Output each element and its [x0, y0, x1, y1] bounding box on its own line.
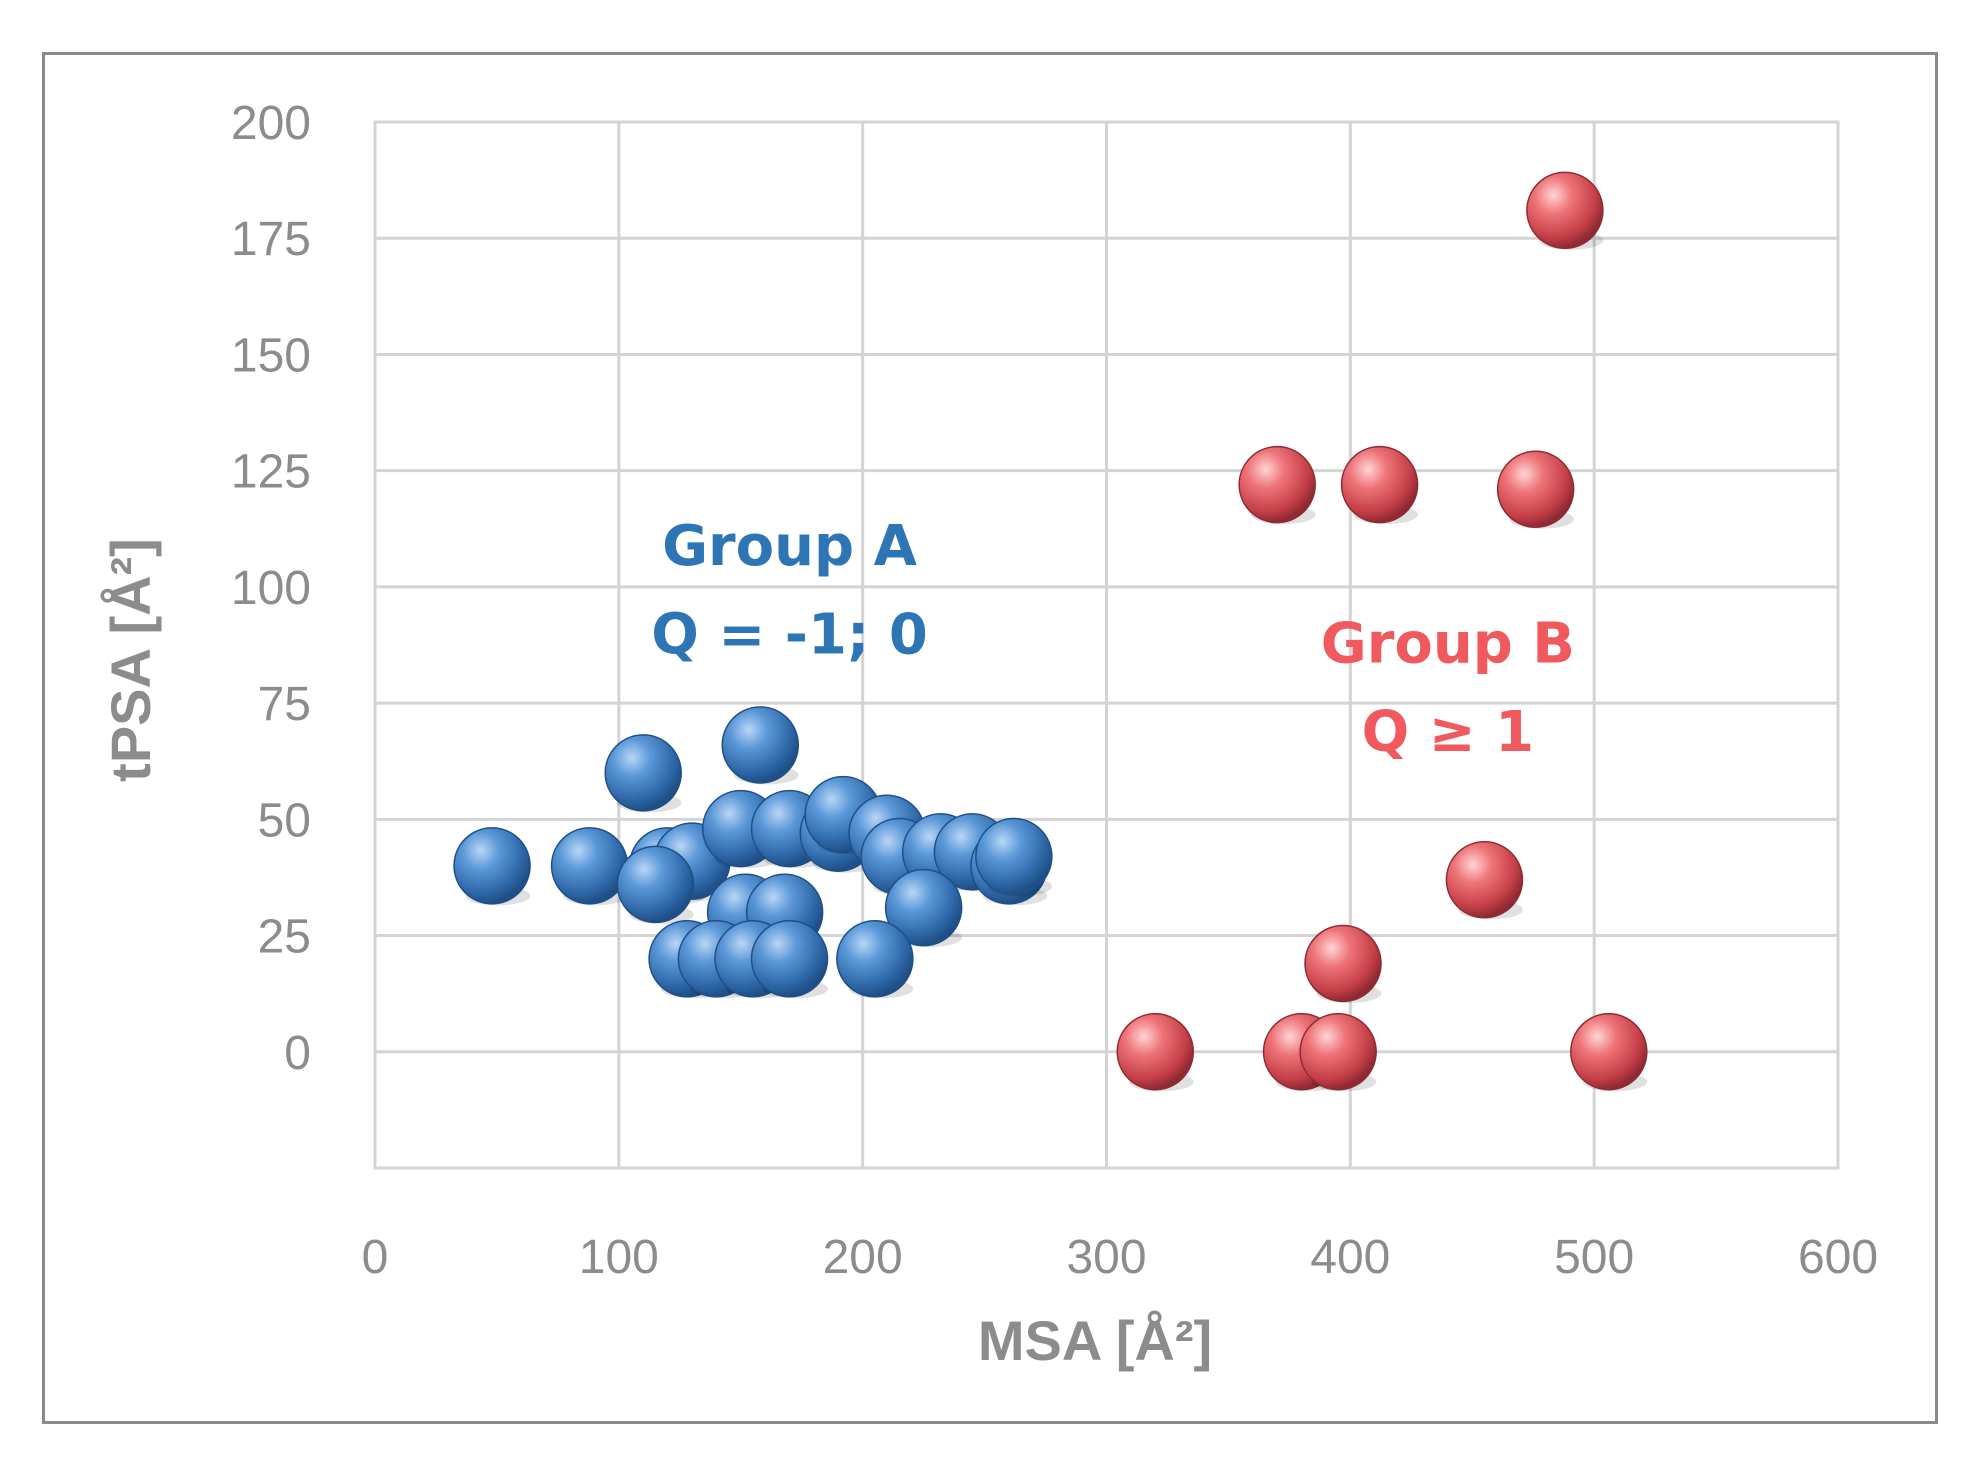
x-tick-label: 300	[1066, 1231, 1146, 1284]
x-tick-label: 600	[1798, 1231, 1878, 1284]
y-tick-label: 0	[284, 1027, 311, 1080]
x-tick-label: 100	[579, 1231, 659, 1284]
x-tick-label: 200	[823, 1231, 903, 1284]
x-tick-label: 400	[1310, 1231, 1390, 1284]
data-points	[453, 171, 1648, 1092]
y-tick-label: 25	[258, 911, 311, 964]
data-point	[836, 920, 914, 998]
data-point	[1116, 1013, 1195, 1091]
group-b-charge: Q ≥ 1	[1362, 700, 1534, 765]
annotations: Group A Q = -1; 0 Group B Q ≥ 1	[651, 514, 1575, 765]
data-point	[1304, 924, 1382, 1003]
x-tick-label: 0	[362, 1231, 389, 1284]
tick-labels: 0 100 200 300 400 500 600 200 175 150 125 100 75 50 25…	[231, 97, 1878, 1284]
group-a-label: Group A	[662, 514, 918, 579]
data-point	[616, 845, 695, 924]
x-axis-title: MSA [Å²]	[978, 1309, 1212, 1372]
y-tick-label: 50	[258, 794, 311, 847]
x-tick-label: 500	[1554, 1231, 1634, 1284]
data-point	[750, 920, 829, 998]
y-tick-label: 100	[231, 562, 311, 615]
data-point	[1496, 450, 1575, 529]
grid-lines	[373, 120, 1840, 1170]
data-point	[721, 706, 800, 784]
group-b-label: Group B	[1321, 612, 1575, 677]
y-tick-label: 75	[258, 678, 311, 731]
data-point	[884, 868, 963, 947]
data-point	[550, 827, 629, 905]
data-point	[1526, 171, 1604, 250]
data-point	[1340, 445, 1419, 524]
data-point	[975, 817, 1053, 896]
y-tick-label: 125	[231, 446, 311, 499]
chart-frame	[42, 52, 1938, 1424]
data-point	[453, 827, 531, 905]
y-axis-title: tPSA [Å²]	[99, 538, 162, 782]
data-point	[1299, 1013, 1377, 1091]
y-tick-label: 150	[231, 329, 311, 382]
data-point	[1445, 841, 1524, 919]
y-tick-label: 175	[231, 213, 311, 266]
data-point	[604, 734, 682, 812]
data-point	[1570, 1013, 1648, 1091]
group-a-charge: Q = -1; 0	[651, 602, 928, 667]
y-tick-label: 200	[231, 97, 311, 150]
data-point	[1238, 445, 1316, 524]
